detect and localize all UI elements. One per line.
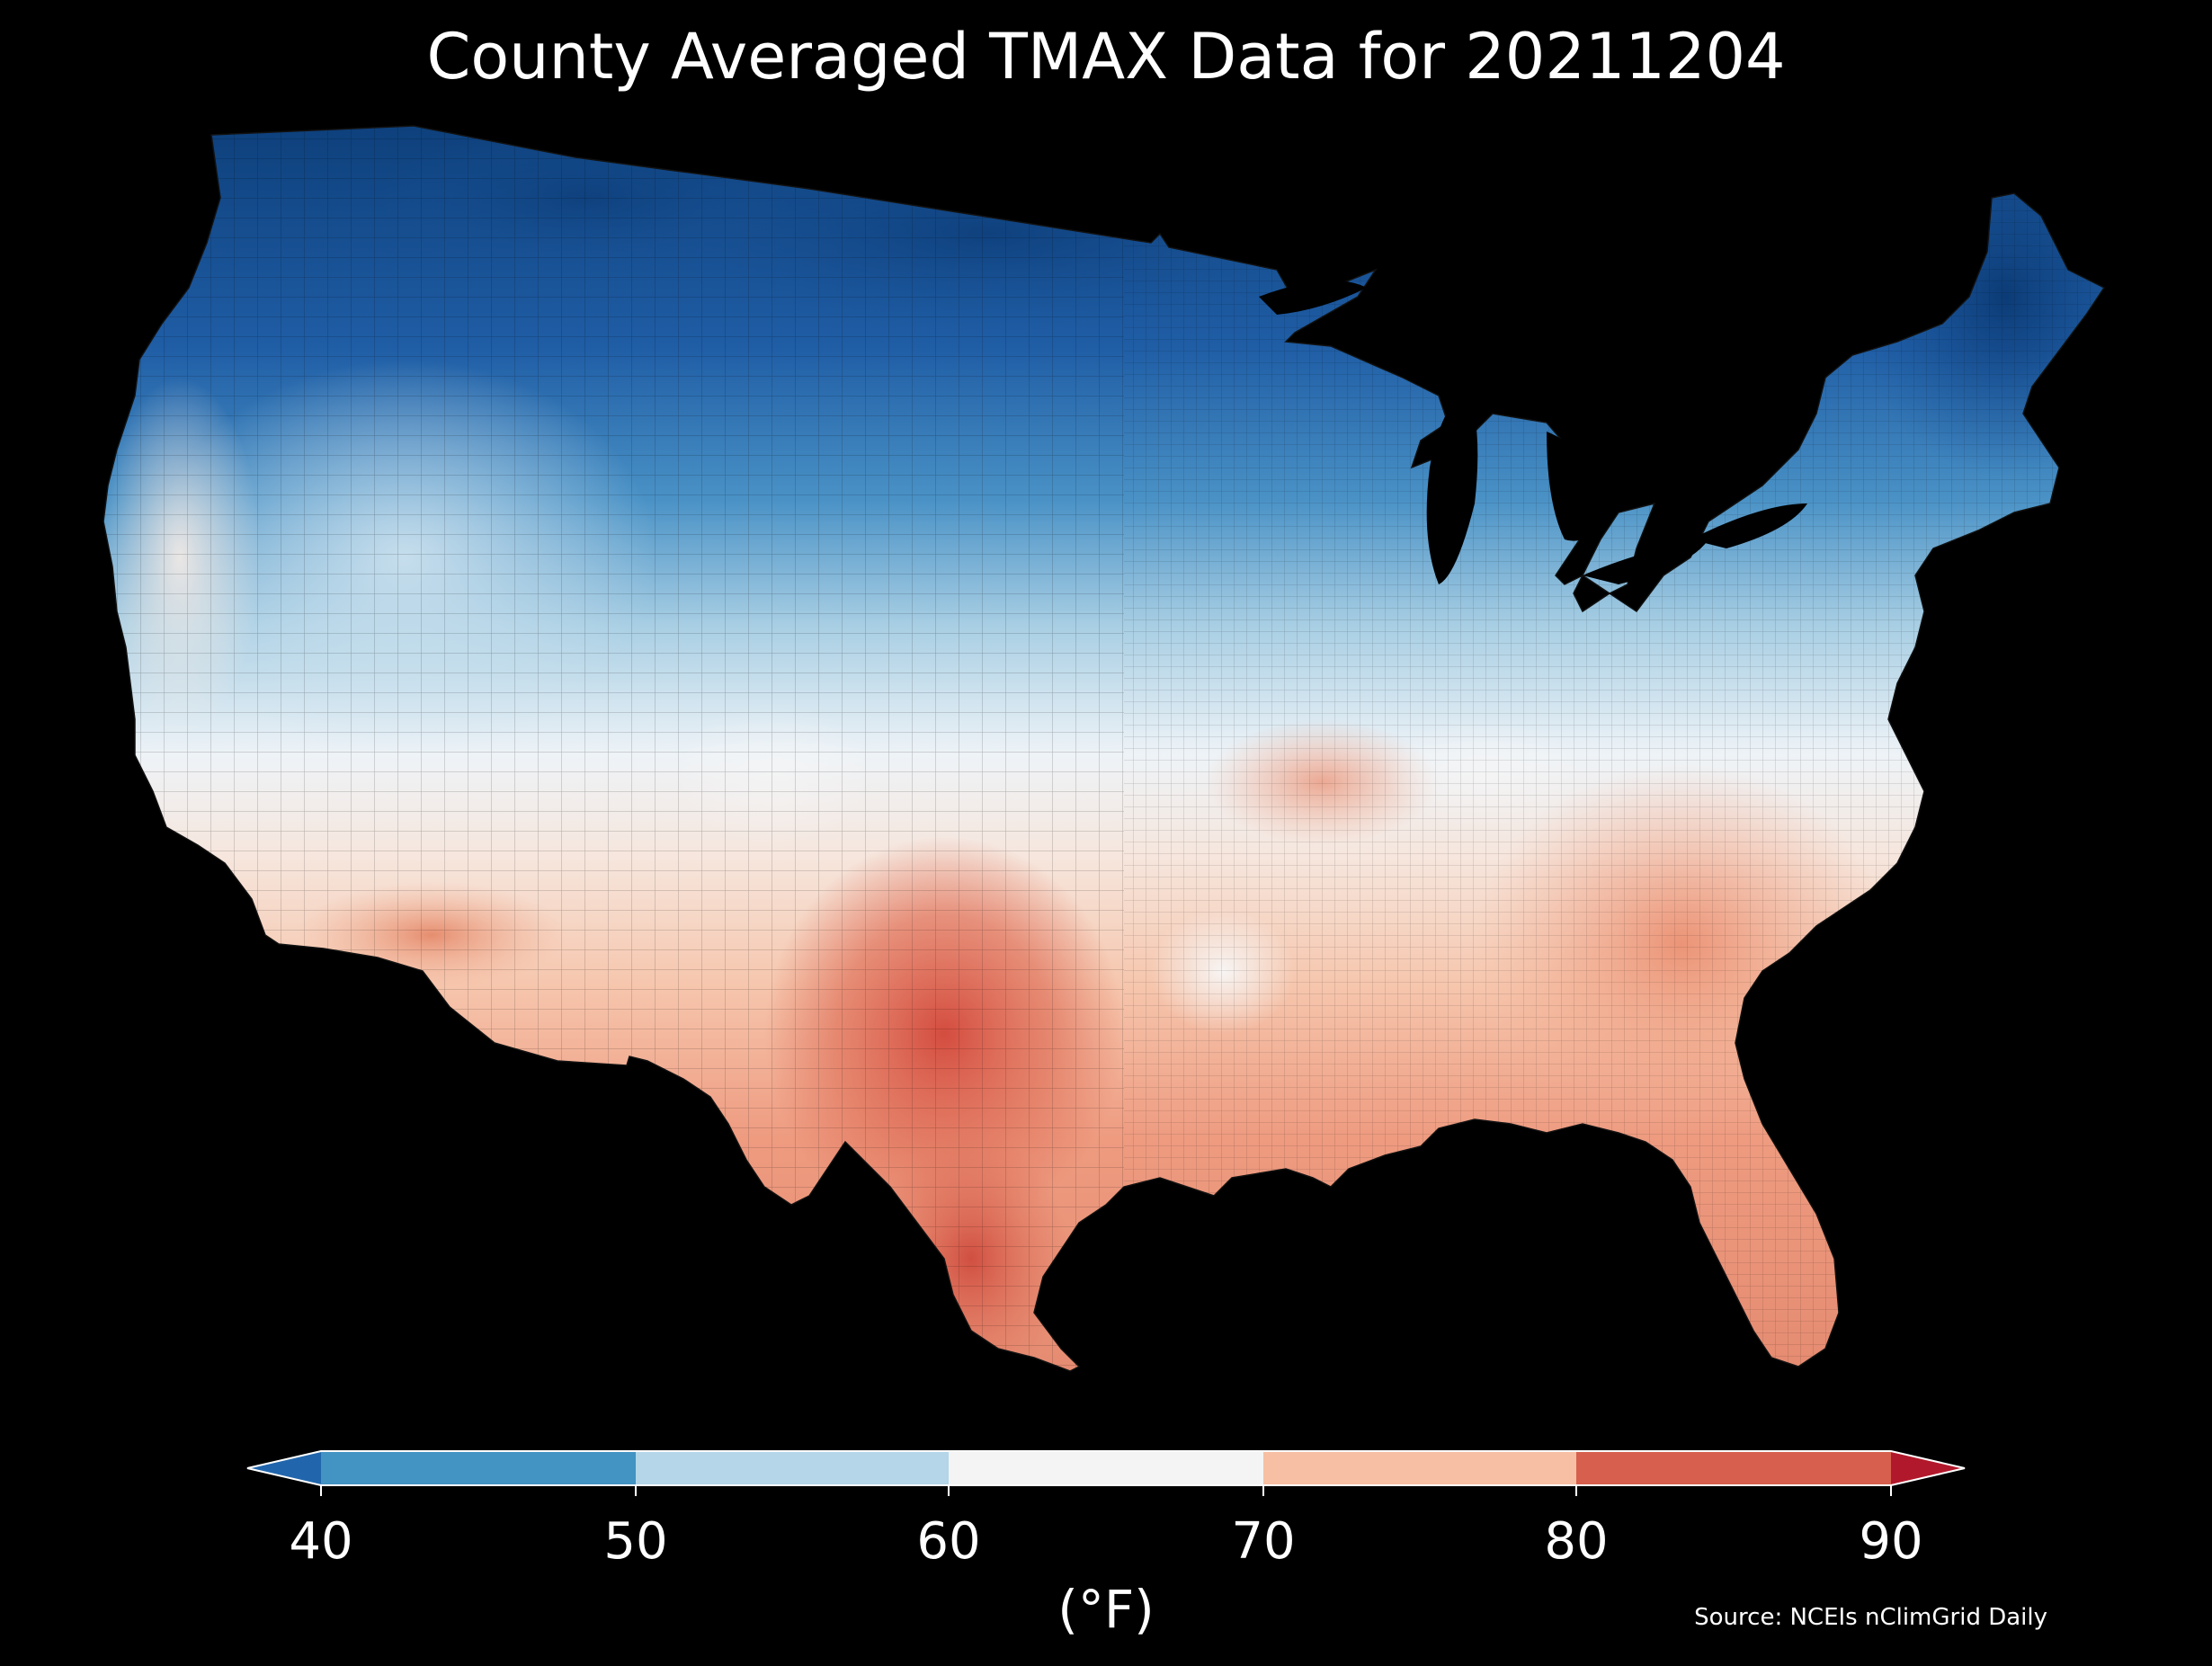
colorbar-label-60: 60: [916, 1512, 980, 1571]
great-lakes: [1259, 281, 1807, 584]
map-title: County Averaged TMAX Data for 20211204: [426, 20, 1786, 94]
colorbar-label-70: 70: [1231, 1512, 1295, 1571]
colorbar-bin-80-90: [1576, 1451, 1891, 1485]
colorbar-bin-40-50: [321, 1451, 636, 1485]
colorbar-label-50: 50: [603, 1512, 667, 1571]
colorbar-bin-50-60: [636, 1451, 949, 1485]
colorbar-unit-label: (°F): [1057, 1579, 1155, 1640]
colorbar-low-extension: [247, 1451, 321, 1485]
colorbar-bin-70-80: [1263, 1451, 1576, 1485]
source-credit: Source: NCEIs nClimGrid Daily: [1694, 1604, 2047, 1631]
colorbar-label-40: 40: [289, 1512, 352, 1571]
colorbar-high-extension: [1891, 1451, 1965, 1485]
colorbar-label-90: 90: [1859, 1512, 1922, 1571]
colorbar-bin-60-70: [949, 1451, 1263, 1485]
colorbar-label-80: 80: [1544, 1512, 1608, 1571]
